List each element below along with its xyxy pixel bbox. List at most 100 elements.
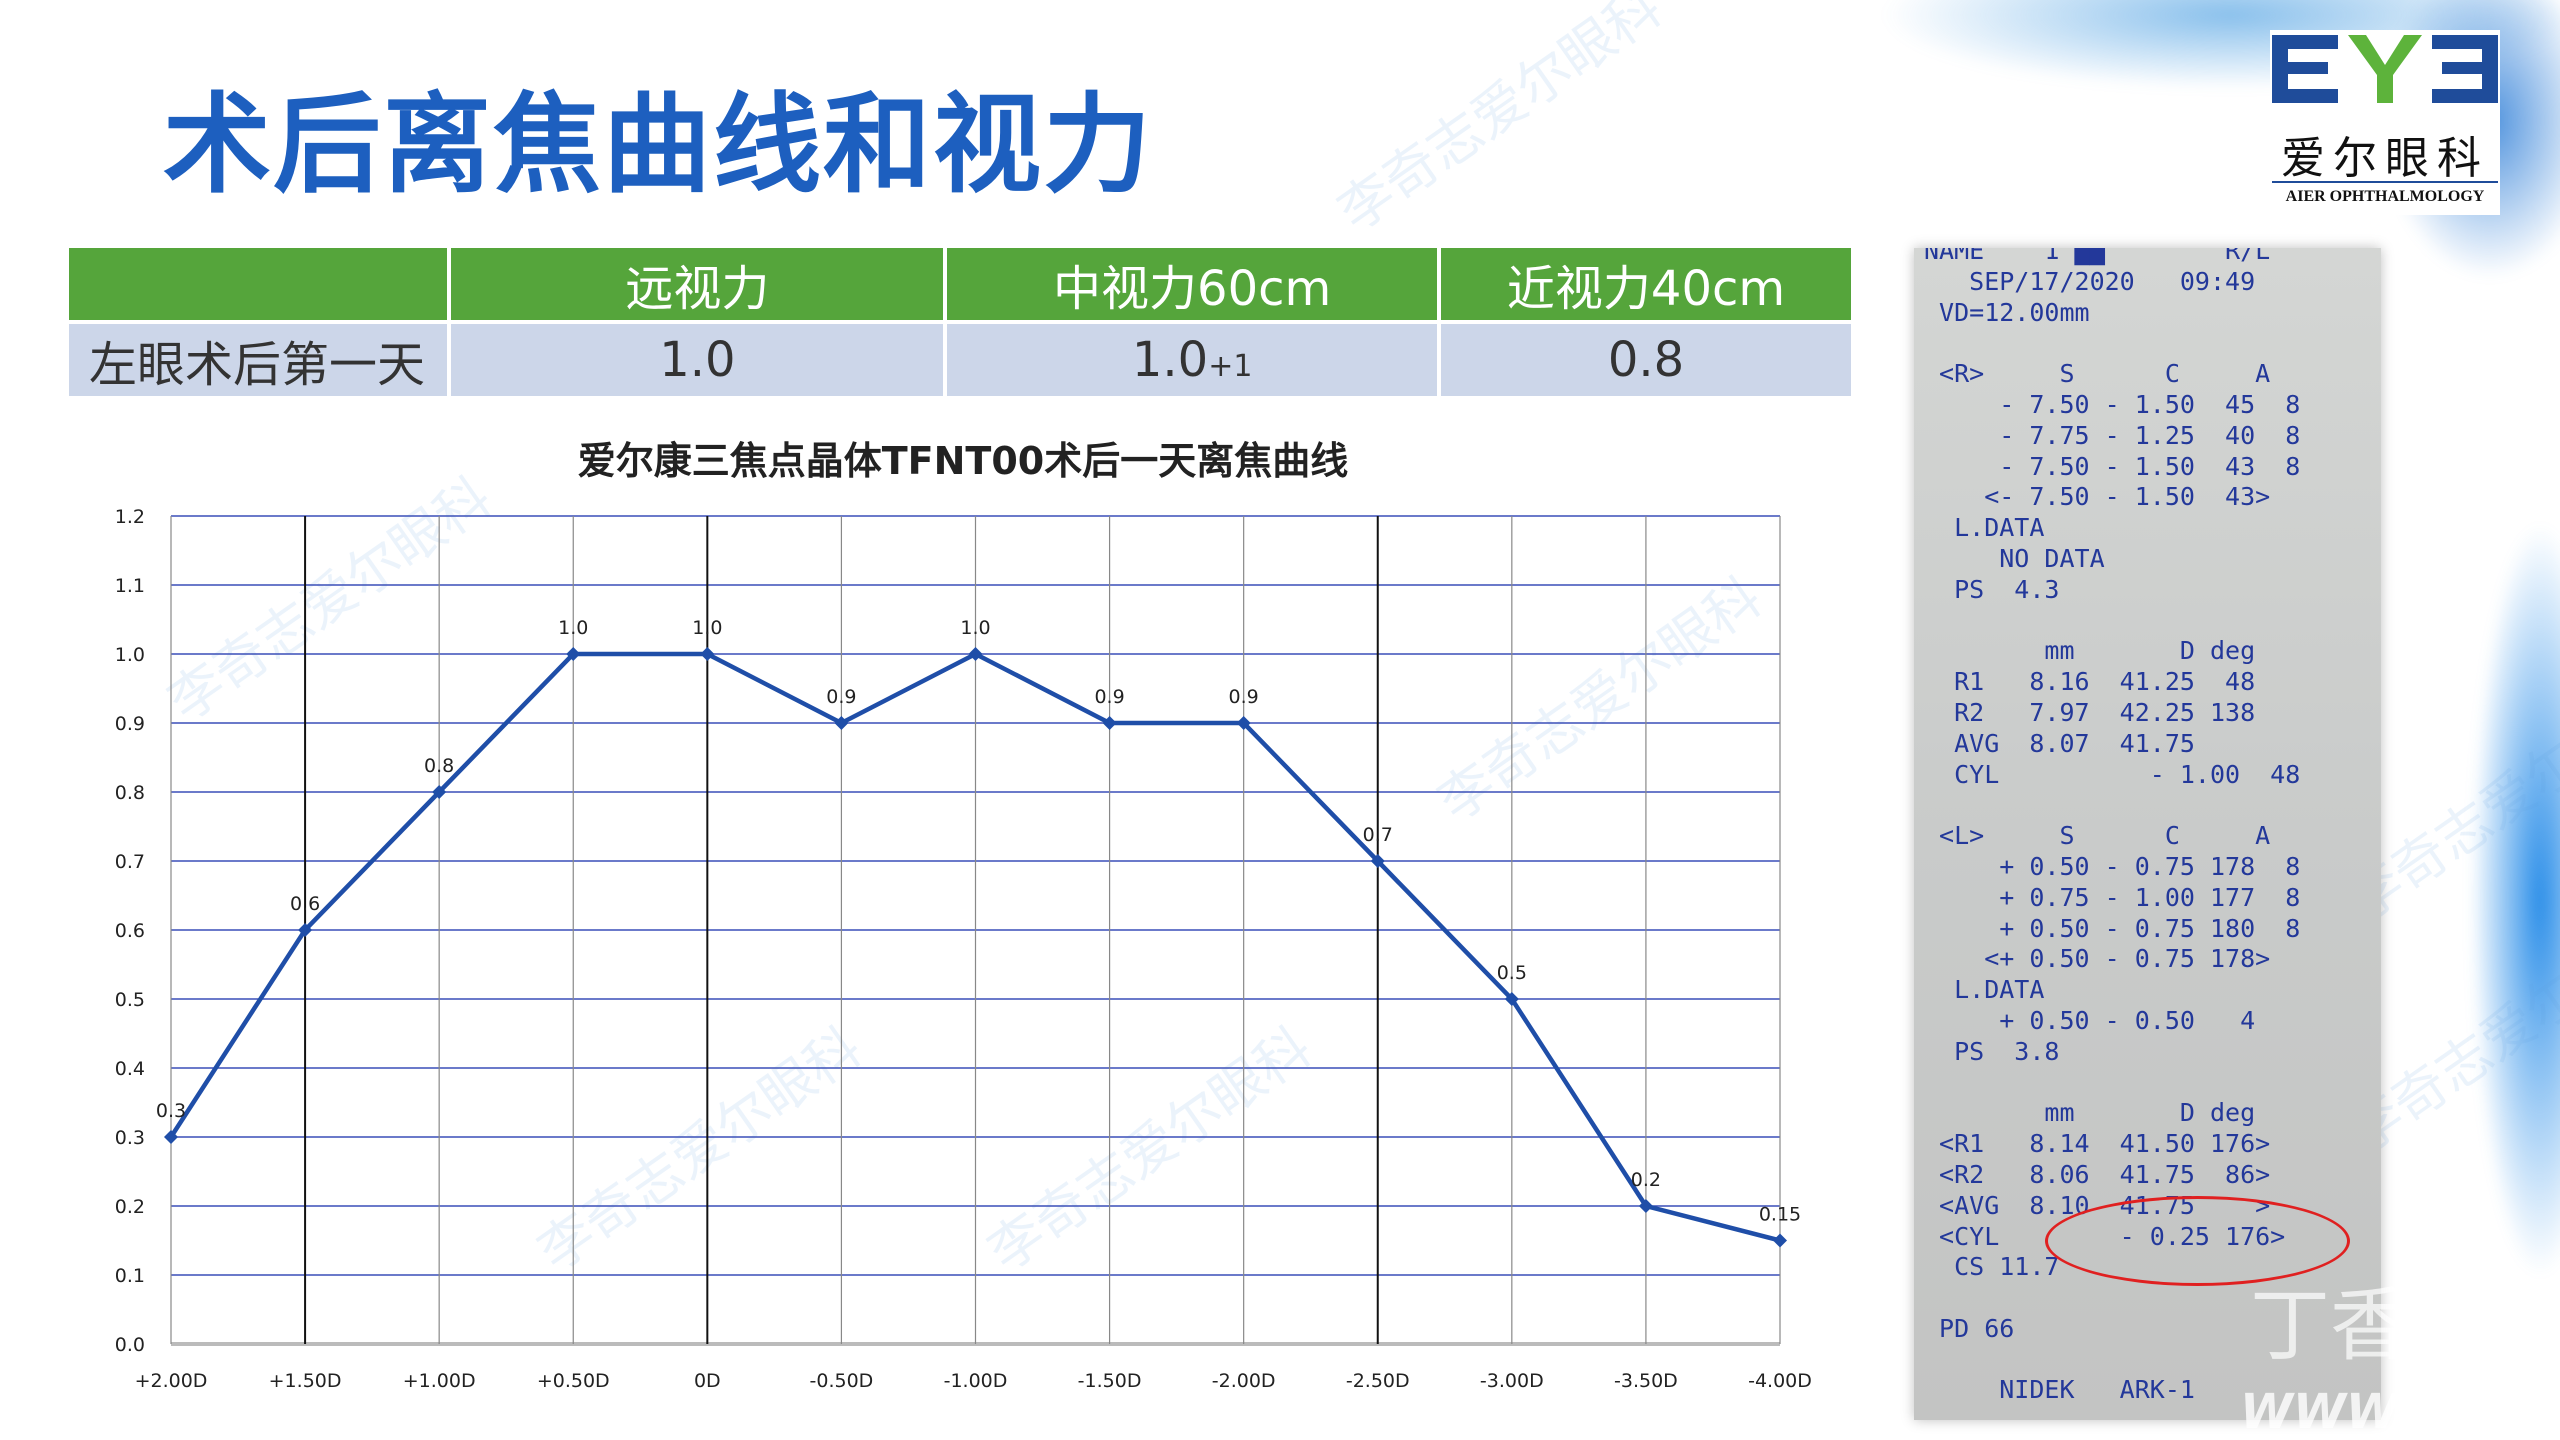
printout-line: - 7.50 - 1.50 43 8 [1924,451,2301,481]
x-tick-label: -4.00D [1748,1370,1812,1392]
printout-line: - 7.75 - 1.25 40 8 [1924,420,2301,450]
y-tick-label: 0.9 [115,713,145,735]
printout-line: <- 7.50 - 1.50 43> [1924,482,2271,512]
printout-line: + 0.75 - 1.00 177 8 [1924,882,2301,912]
header-intermediate-vision: 中视力60cm [947,248,1438,320]
row-label: 左眼术后第一天 [69,324,448,396]
far-vision-value: 1.0 [451,324,944,396]
printout-line [1924,790,2381,821]
data-label: 0.8 [424,755,454,777]
intermediate-vision-suffix: +1 [1208,349,1253,384]
data-label: 1.0 [960,617,990,639]
intermediate-vision-value: 1.0 [1131,332,1209,388]
table-row: 左眼术后第一天 1.0 1.0+1 0.8 [69,324,1851,396]
printout-line: <+ 0.50 - 0.75 178> [1924,944,2271,974]
data-point [164,1130,178,1144]
printout-line: <L> S C A [1924,821,2271,851]
printout-line: PS 4.3 [1924,574,2060,604]
printout-line: mm D deg [1924,636,2256,666]
data-point [432,785,447,799]
data-point [1370,854,1385,868]
logo-english: AIER OPHTHALMOLOGY [2285,188,2485,205]
y-tick-label: 0.2 [115,1196,145,1218]
data-point [298,923,313,937]
printout-line: + 0.50 - 0.50 4 [1924,1005,2256,1035]
printout-line: CYL - 1.00 48 [1924,759,2301,789]
data-point [1102,716,1117,730]
y-tick-label: 1.2 [115,506,145,528]
printout-line: SEP/17/2020 09:49 [1924,266,2256,296]
chart-title: 爱尔康三焦点晶体TFNT00术后一天离焦曲线 [577,439,1349,483]
printout-line: NO DATA [1924,543,2105,573]
data-label: 0.7 [1363,824,1393,846]
printout-text: NAME 1 ▇▇ R/L SEP/17/2020 09:49 VD=12.00… [1914,248,2381,1406]
printout-line: mm D deg [1924,1098,2256,1128]
data-point [968,647,983,661]
decorative-swirl [2470,520,2560,1280]
x-tick-label: +1.00D [403,1370,476,1392]
data-point [700,647,715,661]
printout-line: CS 11.7 [1924,1252,2060,1282]
y-tick-label: 0.1 [115,1265,145,1287]
table-header-row: 远视力 中视力60cm 近视力40cm [69,248,1851,320]
y-tick-label: 0.5 [115,989,145,1011]
eye-logo-icon [2272,35,2498,183]
printout-line: R1 8.16 41.25 48 [1924,667,2256,697]
printout-line [1924,1068,2381,1099]
printout-line: AVG 8.07 41.75 [1924,728,2195,758]
x-tick-label: +1.50D [269,1370,342,1392]
header-near-vision: 近视力40cm [1441,248,1851,320]
x-tick-label: -0.50D [810,1370,874,1392]
data-label: 0.9 [1094,686,1124,708]
y-tick-label: 0.8 [115,782,145,804]
x-tick-label: -2.00D [1212,1370,1276,1392]
dxy-watermark-cn: 丁香园 [2250,1279,2490,1372]
data-label: 0.9 [826,686,856,708]
y-tick-label: 0.6 [115,920,145,942]
printout-line: + 0.50 - 0.75 180 8 [1924,913,2301,943]
printout-line: NIDEK ARK-1 [1924,1375,2195,1405]
data-point [834,716,849,730]
printout-line [1924,328,2381,359]
vision-table: 远视力 中视力60cm 近视力40cm 左眼术后第一天 1.0 1.0+1 0.… [65,244,1855,400]
y-tick-label: 1.1 [115,575,145,597]
dxy-watermark-url: WWW.DXY.CN [2240,1384,2560,1440]
aier-logo: 爱尔眼科 AIER OPHTHALMOLOGY [2270,30,2500,215]
y-tick-label: 0.4 [115,1058,145,1080]
x-tick-label: -3.50D [1614,1370,1678,1392]
data-point [1638,1199,1653,1213]
x-tick-label: -2.50D [1346,1370,1410,1392]
data-label: 1.0 [558,617,588,639]
printout-line: <R1 8.14 41.50 176> [1924,1129,2271,1159]
x-tick-label: -3.00D [1480,1370,1544,1392]
printout-line: - 7.50 - 1.50 45 8 [1924,389,2301,419]
near-vision-value: 0.8 [1441,324,1851,396]
red-circle-annotation [2045,1196,2350,1286]
slide-title: 术后离焦曲线和视力 [163,83,1154,208]
printout-line: NAME 1 ▇▇ R/L [1924,248,2271,265]
x-tick-label: +2.00D [135,1370,208,1392]
intermediate-vision-cell: 1.0+1 [947,324,1438,396]
data-label: 0.3 [156,1100,186,1122]
printout-line: L.DATA [1924,513,2045,543]
data-point [1773,1233,1787,1248]
printout-line: VD=12.00mm [1924,297,2090,327]
data-label: 0.6 [290,893,320,915]
data-label: 0.2 [1631,1169,1661,1191]
printout-line: L.DATA [1924,975,2045,1005]
printout-line: PS 3.8 [1924,1036,2060,1066]
printout-line: + 0.50 - 0.75 178 8 [1924,851,2301,881]
data-label: 0.15 [1759,1204,1801,1226]
data-point [566,647,581,661]
header-empty [69,248,448,320]
header-far-vision: 远视力 [451,248,944,320]
data-label: 1.0 [692,617,722,639]
printout-line: R2 7.97 42.25 138 [1924,697,2256,727]
data-label: 0.5 [1497,962,1527,984]
data-point [1504,992,1519,1006]
x-tick-label: -1.00D [944,1370,1008,1392]
printout-line [1924,606,2381,637]
printout-line: PD 66 [1924,1313,2015,1343]
data-label: 0.9 [1229,686,1259,708]
logo-chinese: 爱尔眼科 [2281,133,2489,184]
